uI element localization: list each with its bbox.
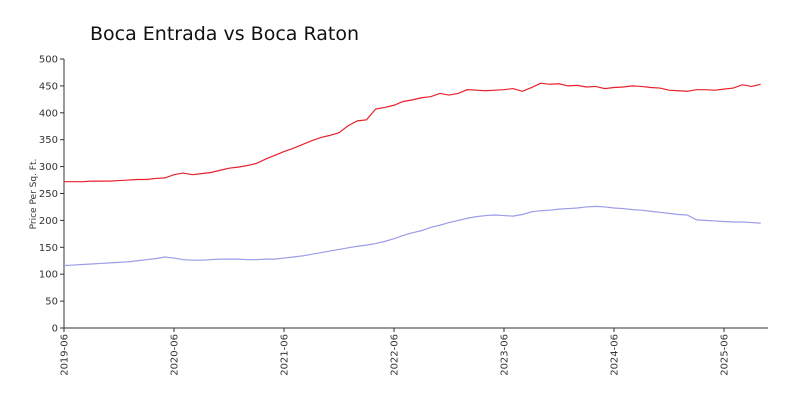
- x-tick-label: 2019-06: [60, 334, 71, 376]
- y-tick-label: 100: [39, 270, 58, 281]
- y-tick-label: 50: [45, 297, 58, 308]
- y-tick-label: 250: [39, 189, 58, 200]
- x-tick-label: 2020-06: [170, 334, 181, 376]
- y-tick-label: 150: [39, 243, 58, 254]
- x-tick-label: 2023-06: [500, 334, 511, 376]
- line-series: [63, 205, 761, 267]
- y-tick-label: 0: [52, 324, 58, 335]
- y-tick-label: 400: [39, 108, 58, 119]
- x-tick-label: 2021-06: [280, 334, 291, 376]
- x-tick-label: 2025-06: [720, 334, 731, 376]
- y-tick-label: 450: [39, 81, 58, 92]
- y-tick-label: 300: [39, 162, 58, 173]
- chart-title: Boca Entrada vs Boca Raton: [90, 23, 359, 45]
- x-tick-label: 2022-06: [390, 334, 401, 376]
- y-tick-label: 200: [39, 216, 58, 227]
- y-axis-label: Price Per Sq. Ft.: [29, 159, 39, 230]
- y-tick-label: 350: [39, 135, 58, 146]
- y-tick-label: 500: [39, 55, 58, 66]
- x-tick-label: 2024-06: [610, 334, 621, 376]
- line-series: [64, 82, 761, 183]
